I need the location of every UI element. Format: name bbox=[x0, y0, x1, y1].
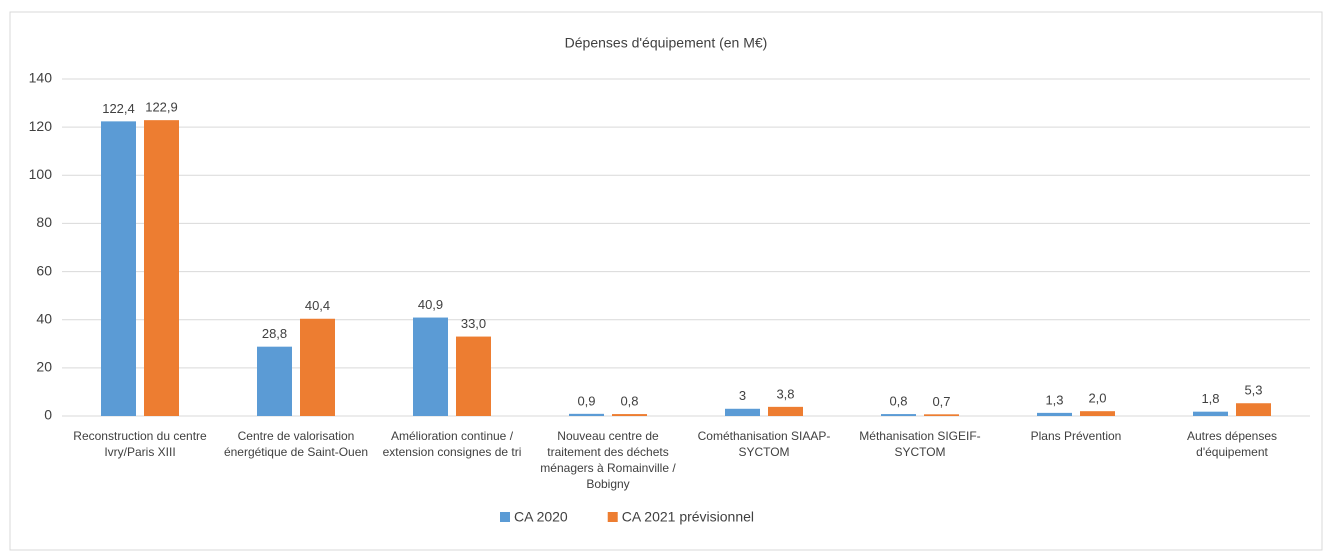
x-tick-label: Plans Prévention bbox=[1030, 429, 1122, 443]
legend-swatch bbox=[607, 512, 618, 522]
bar bbox=[144, 120, 179, 416]
x-tick-label: Cométhanisation SIAAP-SYCTOM bbox=[697, 429, 831, 459]
bar bbox=[1236, 403, 1271, 416]
x-tick-label: Centre de valorisation énergétique de Sa… bbox=[223, 429, 369, 459]
chart-title: Dépenses d'équipement (en M€) bbox=[565, 35, 768, 51]
x-tick-label: Amélioration continue / extension consig… bbox=[382, 429, 522, 459]
x-tick-label: Méthanisation SIGEIF-SYCTOM bbox=[859, 429, 981, 459]
data-label: 5,3 bbox=[1244, 383, 1262, 398]
data-label: 0,8 bbox=[889, 394, 907, 409]
data-label: 0,9 bbox=[577, 393, 595, 408]
bar bbox=[924, 414, 959, 416]
data-label: 122,4 bbox=[102, 101, 135, 116]
bar bbox=[413, 317, 448, 416]
x-tick-label: Reconstruction du centre Ivry/Paris XIII bbox=[73, 429, 207, 459]
y-tick-label: 20 bbox=[36, 359, 52, 375]
legend-label: CA 2020 bbox=[514, 509, 568, 525]
data-label: 3,8 bbox=[776, 386, 794, 401]
bar bbox=[300, 318, 335, 416]
data-label: 28,8 bbox=[262, 326, 287, 341]
bar bbox=[101, 121, 136, 416]
x-tick-label: Autres dépenses d'équipement bbox=[1186, 429, 1278, 459]
bar bbox=[456, 336, 491, 416]
data-label: 33,0 bbox=[461, 316, 486, 331]
bar bbox=[569, 413, 604, 416]
x-tick-label: Nouveau centre de traitement des déchets… bbox=[540, 429, 676, 491]
data-label: 0,8 bbox=[620, 394, 638, 409]
y-tick-label: 40 bbox=[36, 310, 52, 326]
data-label: 0,7 bbox=[932, 394, 950, 409]
bar bbox=[1193, 411, 1228, 416]
bar bbox=[768, 406, 803, 416]
bar bbox=[1037, 412, 1072, 416]
bar bbox=[257, 346, 292, 416]
data-label: 40,4 bbox=[305, 298, 330, 313]
y-tick-label: 140 bbox=[29, 70, 53, 86]
data-label: 3 bbox=[739, 388, 746, 403]
bar bbox=[725, 408, 760, 416]
legend-swatch bbox=[500, 512, 510, 522]
data-label: 2,0 bbox=[1088, 391, 1106, 406]
data-label: 1,3 bbox=[1045, 392, 1063, 407]
y-tick-label: 120 bbox=[29, 118, 53, 134]
y-tick-label: 80 bbox=[36, 214, 52, 230]
y-tick-label: 60 bbox=[36, 262, 52, 278]
y-tick-label: 0 bbox=[44, 407, 52, 423]
data-label: 40,9 bbox=[418, 297, 443, 312]
bar bbox=[612, 414, 647, 416]
chart-frame bbox=[9, 11, 1323, 551]
bar bbox=[881, 414, 916, 416]
y-tick-label: 100 bbox=[29, 166, 53, 182]
data-label: 1,8 bbox=[1201, 391, 1219, 406]
bar bbox=[1080, 411, 1115, 416]
legend-label: CA 2021 prévisionnel bbox=[622, 509, 754, 525]
data-label: 122,9 bbox=[145, 100, 178, 115]
